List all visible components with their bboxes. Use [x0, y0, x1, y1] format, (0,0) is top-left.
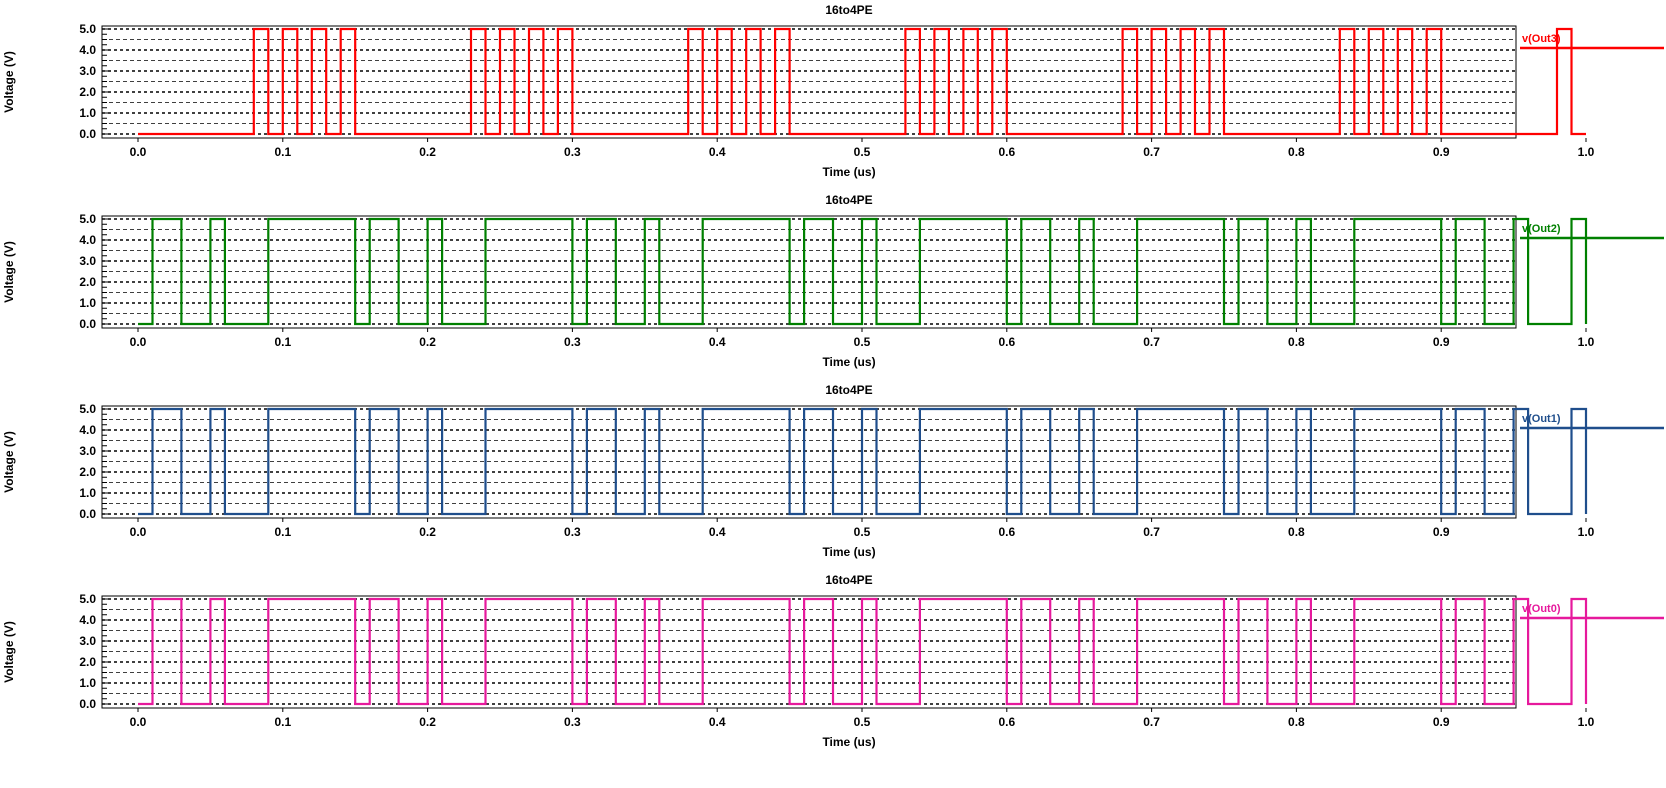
- x-tick-label: 0.3: [564, 525, 581, 539]
- chart-title: 16to4PE: [825, 383, 872, 397]
- x-axis-label: Time (us): [822, 165, 875, 179]
- y-tick-label: 5.0: [79, 402, 96, 416]
- chart-panel-0: 16to4PE 0.0 1.0 2.0 3.0 4.0 5.0 0.0 0.1 0.2 0.3 0.4…: [2, 3, 1664, 179]
- x-tick-label: 0.4: [709, 715, 726, 729]
- legend-label: v(Out2): [1522, 223, 1561, 235]
- x-tick-label: 0.4: [709, 525, 726, 539]
- y-tick-label: 4.0: [79, 233, 96, 247]
- x-tick-label: 0.7: [1143, 525, 1160, 539]
- y-tick-label: 3.0: [79, 254, 96, 268]
- y-tick-label: 1.0: [79, 296, 96, 310]
- y-tick-label: 2.0: [79, 85, 96, 99]
- y-tick-label: 5.0: [79, 592, 96, 606]
- y-tick-label: 0.0: [79, 507, 96, 521]
- x-tick-label: 1.0: [1578, 715, 1595, 729]
- x-tick-label: 0.0: [130, 335, 147, 349]
- y-tick-label: 2.0: [79, 655, 96, 669]
- x-tick-label: 0.7: [1143, 145, 1160, 159]
- legend-label: v(Out1): [1522, 413, 1561, 425]
- y-tick-label: 2.0: [79, 465, 96, 479]
- x-tick-label: 0.5: [854, 525, 871, 539]
- y-tick-label: 0.0: [79, 127, 96, 141]
- x-tick-label: 0.3: [564, 335, 581, 349]
- x-tick-label: 0.6: [998, 715, 1015, 729]
- y-tick-label: 0.0: [79, 317, 96, 331]
- y-tick-label: 1.0: [79, 106, 96, 120]
- x-tick-label: 0.5: [854, 145, 871, 159]
- x-tick-label: 0.1: [274, 145, 291, 159]
- x-tick-label: 0.1: [274, 335, 291, 349]
- x-tick-label: 0.5: [854, 335, 871, 349]
- x-tick-label: 0.7: [1143, 715, 1160, 729]
- series-line-vout2: [138, 217, 1588, 326]
- plot-frame: [101, 25, 1517, 139]
- y-axis-label: Voltage (V): [2, 241, 16, 303]
- y-axis-label: Voltage (V): [2, 51, 16, 113]
- x-tick-label: 1.0: [1578, 525, 1595, 539]
- y-tick-label: 5.0: [79, 22, 96, 36]
- x-tick-label: 0.0: [130, 525, 147, 539]
- x-tick-label: 0.1: [274, 525, 291, 539]
- x-tick-label: 0.6: [998, 525, 1015, 539]
- x-tick-label: 0.2: [419, 715, 436, 729]
- x-tick-label: 1.0: [1578, 145, 1595, 159]
- y-axis-label: Voltage (V): [2, 621, 16, 683]
- y-tick-label: 3.0: [79, 64, 96, 78]
- chart-panel-1: 16to4PE 0.0 1.0 2.0 3.0 4.0 5.0 0.0 0.1 0.2 0.3 0.4…: [2, 193, 1664, 369]
- x-tick-label: 0.8: [1288, 335, 1305, 349]
- x-tick-label: 0.6: [998, 335, 1015, 349]
- series-line-vout0: [138, 597, 1588, 706]
- chart-panel-3: 16to4PE 0.0 1.0 2.0 3.0 4.0 5.0 0.0 0.1 0.2 0.3 0.4…: [2, 573, 1664, 749]
- chart-title: 16to4PE: [825, 3, 872, 17]
- x-tick-label: 0.8: [1288, 715, 1305, 729]
- chart-panel-2: 16to4PE 0.0 1.0 2.0 3.0 4.0 5.0 0.0 0.1 0.2 0.3 0.4…: [2, 383, 1664, 559]
- x-tick-label: 0.4: [709, 335, 726, 349]
- x-tick-label: 0.2: [419, 335, 436, 349]
- x-tick-label: 0.3: [564, 145, 581, 159]
- x-tick-label: 1.0: [1578, 335, 1595, 349]
- x-tick-label: 0.9: [1433, 525, 1450, 539]
- x-tick-label: 0.9: [1433, 715, 1450, 729]
- x-tick-label: 0.8: [1288, 525, 1305, 539]
- y-tick-label: 5.0: [79, 212, 96, 226]
- x-tick-label: 0.6: [998, 145, 1015, 159]
- y-tick-label: 4.0: [79, 423, 96, 437]
- legend-label: v(Out0): [1522, 603, 1561, 615]
- x-tick-label: 0.7: [1143, 335, 1160, 349]
- x-tick-label: 0.0: [130, 715, 147, 729]
- y-tick-label: 4.0: [79, 613, 96, 627]
- plot-frame: [101, 405, 1517, 519]
- series-line-vout3: [138, 27, 1586, 136]
- plot-frame: [101, 595, 1517, 709]
- x-tick-label: 0.1: [274, 715, 291, 729]
- series-line-vout1: [138, 407, 1588, 516]
- x-axis-label: Time (us): [822, 735, 875, 749]
- x-tick-label: 0.8: [1288, 145, 1305, 159]
- x-axis-label: Time (us): [822, 355, 875, 369]
- x-tick-label: 0.9: [1433, 145, 1450, 159]
- x-tick-label: 0.0: [130, 145, 147, 159]
- y-tick-label: 0.0: [79, 697, 96, 711]
- x-tick-label: 0.9: [1433, 335, 1450, 349]
- legend-label: v(Out3): [1522, 33, 1561, 45]
- chart-title: 16to4PE: [825, 573, 872, 587]
- y-tick-label: 2.0: [79, 275, 96, 289]
- y-tick-label: 3.0: [79, 444, 96, 458]
- y-axis-label: Voltage (V): [2, 431, 16, 493]
- chart-title: 16to4PE: [825, 193, 872, 207]
- y-tick-label: 1.0: [79, 676, 96, 690]
- x-tick-label: 0.4: [709, 145, 726, 159]
- x-axis-label: Time (us): [822, 545, 875, 559]
- y-tick-label: 3.0: [79, 634, 96, 648]
- y-tick-label: 4.0: [79, 43, 96, 57]
- y-tick-label: 1.0: [79, 486, 96, 500]
- x-tick-label: 0.2: [419, 145, 436, 159]
- plot-frame: [101, 215, 1517, 329]
- x-tick-label: 0.5: [854, 715, 871, 729]
- x-tick-label: 0.2: [419, 525, 436, 539]
- x-tick-label: 0.3: [564, 715, 581, 729]
